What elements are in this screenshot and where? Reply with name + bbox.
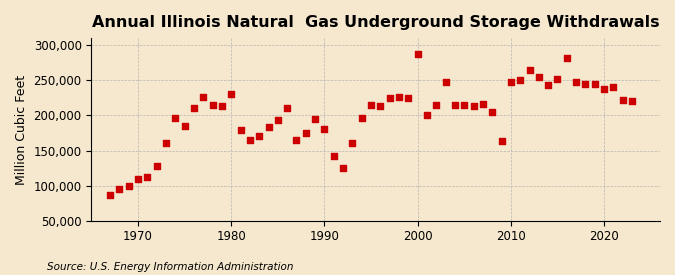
Point — [375, 104, 385, 108]
Point — [328, 154, 339, 158]
Point — [459, 103, 470, 107]
Point — [533, 75, 544, 79]
Point — [394, 95, 404, 99]
Point — [347, 141, 358, 146]
Point — [198, 95, 209, 99]
Point — [477, 102, 488, 106]
Point — [300, 131, 311, 135]
Point — [132, 177, 143, 181]
Point — [235, 128, 246, 132]
Point — [506, 79, 516, 84]
Point — [273, 118, 284, 122]
Point — [207, 103, 218, 107]
Point — [319, 127, 330, 132]
Point — [626, 99, 637, 104]
Point — [263, 125, 274, 130]
Point — [589, 82, 600, 86]
Point — [180, 124, 190, 128]
Point — [356, 116, 367, 120]
Point — [450, 103, 460, 107]
Point — [552, 77, 563, 81]
Point — [580, 82, 591, 86]
Title: Annual Illinois Natural  Gas Underground Storage Withdrawals: Annual Illinois Natural Gas Underground … — [92, 15, 659, 30]
Text: Source: U.S. Energy Information Administration: Source: U.S. Energy Information Administ… — [47, 262, 294, 272]
Point — [412, 52, 423, 56]
Point — [170, 115, 181, 120]
Point — [431, 103, 441, 107]
Point — [487, 110, 497, 114]
Point — [524, 68, 535, 73]
Point — [422, 113, 433, 118]
Point — [217, 104, 227, 108]
Point — [468, 104, 479, 108]
Point — [124, 183, 134, 188]
Y-axis label: Million Cubic Feet: Million Cubic Feet — [15, 74, 28, 185]
Point — [188, 106, 199, 111]
Point — [403, 96, 414, 100]
Point — [142, 174, 153, 179]
Point — [114, 187, 125, 191]
Point — [310, 117, 321, 121]
Point — [440, 79, 451, 84]
Point — [105, 193, 115, 198]
Point — [608, 84, 619, 89]
Point — [599, 87, 610, 92]
Point — [543, 83, 554, 87]
Point — [496, 139, 507, 144]
Point — [281, 106, 292, 111]
Point — [618, 98, 628, 102]
Point — [366, 103, 377, 107]
Point — [151, 164, 162, 168]
Point — [562, 56, 572, 61]
Point — [254, 134, 265, 139]
Point — [570, 79, 581, 84]
Point — [338, 166, 348, 170]
Point — [161, 141, 171, 146]
Point — [226, 92, 237, 97]
Point — [291, 138, 302, 142]
Point — [384, 96, 395, 100]
Point — [515, 78, 526, 82]
Point — [244, 138, 255, 142]
